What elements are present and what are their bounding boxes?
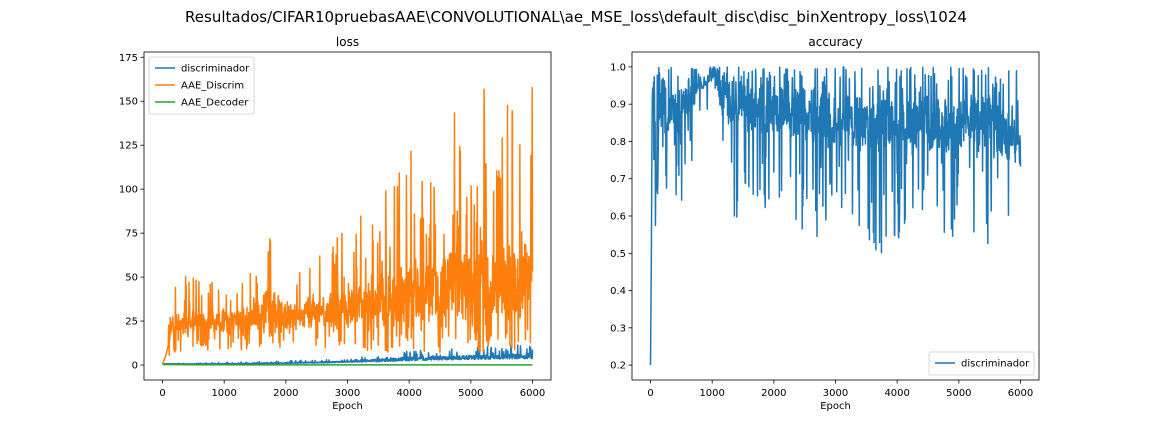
x-tick-label: 0 (159, 388, 165, 399)
y-tick-label: 0.2 (610, 361, 626, 372)
x-tick-label: 4000 (396, 388, 421, 399)
y-tick-label: 25 (125, 317, 138, 328)
legend-box (928, 351, 1035, 376)
legend-label: AAE_Decoder (181, 98, 249, 109)
legend: discriminador (928, 351, 1035, 376)
y-tick-label: 75 (125, 229, 138, 240)
x-tick-label: 3000 (335, 388, 360, 399)
x-axis-label: Epoch (820, 401, 851, 412)
y-tick-label: 125 (119, 141, 138, 152)
legend-box (148, 56, 255, 115)
x-tick-label: 1000 (211, 388, 236, 399)
y-tick-label: 1.0 (610, 62, 626, 73)
y-tick-label: 0.7 (610, 174, 626, 185)
x-tick-label: 2000 (761, 388, 786, 399)
legend: discriminador AAE_Discrim AAE_Decoder (148, 56, 255, 115)
x-axis-label: Epoch (332, 401, 363, 412)
axes-title: accuracy (808, 35, 862, 49)
y-tick-label: 100 (119, 185, 138, 196)
x-tick-label: 5000 (946, 388, 971, 399)
y-tick-label: 0.4 (610, 286, 626, 297)
x-tick-label: 0 (647, 388, 653, 399)
y-tick-label: 0.8 (610, 137, 626, 148)
x-tick-label: 3000 (823, 388, 848, 399)
y-tick-label: 0.3 (610, 323, 626, 334)
y-tick-label: 175 (119, 53, 138, 64)
loss-plot: 0 1000 2000 3000 4000 5000 6000 0 25 50 75 100 125 15… (119, 35, 552, 412)
x-tick-label: 6000 (520, 388, 545, 399)
x-tick-label: 1000 (699, 388, 724, 399)
y-tick-label: 0.6 (610, 212, 626, 223)
y-tick-label: 150 (119, 97, 138, 108)
x-tick-label: 6000 (1008, 388, 1033, 399)
figure-suptitle: Resultados/CIFAR10pruebasAAE\CONVOLUTION… (185, 8, 967, 27)
x-tick-label: 2000 (273, 388, 298, 399)
legend-label: AAE_Discrim (181, 81, 244, 92)
x-tick-label: 5000 (458, 388, 483, 399)
y-tick-label: 0.5 (610, 249, 626, 260)
y-tick-label: 0 (132, 361, 138, 372)
accuracy-plot: 0 1000 2000 3000 4000 5000 6000 0.2 0.3 0.4 0.5 0.6… (610, 35, 1040, 412)
series-group (649, 66, 1022, 366)
axes-title: loss (336, 35, 359, 49)
series-group (161, 86, 534, 366)
x-tick-label: 4000 (884, 388, 909, 399)
legend-label: discriminador (961, 359, 1030, 370)
y-tick-label: 50 (125, 273, 138, 284)
legend-label: discriminador (181, 64, 250, 75)
y-tick-label: 0.9 (610, 100, 626, 111)
series-line-aae-discrim (161, 86, 534, 365)
series-line-discriminador (649, 66, 1022, 366)
